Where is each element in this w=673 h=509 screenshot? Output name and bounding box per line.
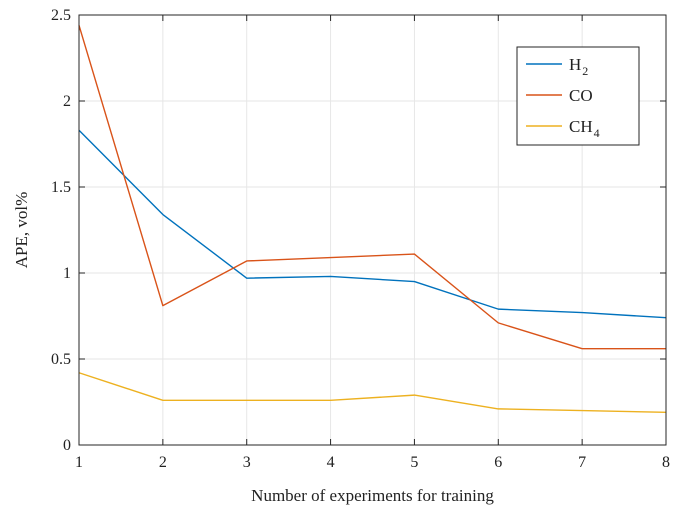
x-tick-label: 4 [327,454,335,471]
axis-ticks [78,14,667,446]
legend-label-2: CH4 [569,117,600,140]
x-tick-label: 6 [494,454,502,471]
legend-label-main: CH [569,117,593,136]
y-tick-label: 1.5 [51,179,71,196]
series-line-2 [78,372,667,414]
legend-label-main: H [569,55,581,74]
y-tick-label: 0 [63,437,71,454]
x-tick-label: 1 [75,454,83,471]
legend-items: H2 CO CH4 [526,55,600,140]
plot-area-frame [78,14,667,446]
series-line-1 [78,25,666,350]
legend: H2 CO CH4 [516,46,640,146]
axis-tick-labels: 1 2 3 4 5 6 7 8 0 0.5 1 1.5 2 2.5 [51,7,670,471]
y-tick-label: 0.5 [51,351,71,368]
y-axis-title: APE, vol% [12,192,31,269]
legend-label-1: CO [569,86,593,105]
legend-label-0: H2 [569,55,588,78]
legend-label-subscript: 2 [582,64,588,78]
legend-label-subscript: 4 [594,126,600,140]
x-tick-label: 3 [243,454,251,471]
x-tick-label: 7 [578,454,586,471]
y-tick-label: 2.5 [51,7,71,24]
x-tick-label: 2 [159,454,167,471]
series-line-0 [78,129,667,319]
y-tick-label: 2 [63,93,71,110]
x-tick-label: 5 [410,454,418,471]
x-axis-title: Number of experiments for training [251,486,494,505]
x-tick-label: 8 [662,454,670,471]
series-layer [78,25,667,414]
legend-label-main: CO [569,86,593,105]
y-tick-label: 1 [63,265,71,282]
